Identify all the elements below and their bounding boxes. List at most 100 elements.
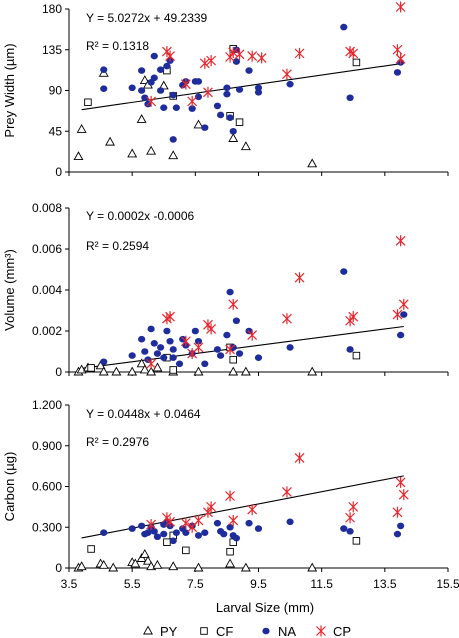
point-cf bbox=[235, 118, 244, 126]
point-cp bbox=[146, 358, 157, 370]
point-na bbox=[138, 522, 146, 530]
y-tick-label: 1.200 bbox=[32, 398, 62, 412]
point-cp bbox=[203, 86, 213, 98]
point-na bbox=[340, 268, 348, 275]
point-na bbox=[254, 354, 263, 361]
chart-panel-3: 0 0.300 0.600 0.900 1.200 3.5 5.5 7.5 9.5 11.5 13.… bbox=[2, 398, 459, 591]
x-tick-label: 3.5 bbox=[61, 577, 78, 591]
point-cp bbox=[180, 78, 191, 90]
legend-marker-cf bbox=[200, 627, 208, 635]
point-py bbox=[225, 558, 236, 568]
point-na bbox=[393, 69, 402, 76]
point-na bbox=[169, 346, 177, 353]
point-cp bbox=[234, 48, 245, 60]
y-axis-label: Prey Width (µm) bbox=[2, 43, 17, 137]
chart-panel-2: 0 0.002 0.004 0.006 0.008 Volume (mm³) Y = 0.0… bbox=[2, 201, 449, 379]
point-cp bbox=[225, 490, 235, 502]
point-na bbox=[169, 354, 177, 361]
legend-label: CP bbox=[333, 624, 351, 638]
y-tick-label: 135 bbox=[42, 43, 62, 57]
r-squared-label: R² = 0.1318 bbox=[86, 39, 149, 53]
y-axis-label: Carbon (µg) bbox=[2, 452, 17, 522]
point-py bbox=[127, 148, 138, 158]
point-na bbox=[191, 327, 199, 335]
point-na bbox=[235, 86, 244, 93]
point-na bbox=[100, 66, 108, 73]
point-cp bbox=[228, 46, 239, 58]
point-cp bbox=[165, 516, 175, 528]
point-cp bbox=[247, 50, 258, 62]
series-cp bbox=[146, 1, 406, 107]
point-cp bbox=[165, 311, 175, 323]
point-cp bbox=[247, 329, 258, 341]
point-na bbox=[160, 530, 168, 538]
point-na bbox=[286, 80, 294, 88]
point-py bbox=[76, 124, 87, 133]
point-cp bbox=[348, 311, 359, 323]
point-na bbox=[169, 136, 177, 143]
point-na bbox=[100, 358, 108, 366]
point-na bbox=[163, 62, 171, 70]
point-na bbox=[397, 522, 405, 530]
point-na bbox=[153, 350, 162, 357]
point-na bbox=[156, 66, 165, 73]
legend-label: NA bbox=[278, 624, 296, 638]
point-na bbox=[194, 78, 203, 85]
series-cp bbox=[146, 452, 409, 533]
point-na bbox=[340, 525, 348, 532]
point-na bbox=[213, 102, 222, 110]
legend-item-cp: CP bbox=[316, 624, 351, 638]
point-cp bbox=[193, 341, 204, 353]
point-cp bbox=[193, 514, 204, 526]
regression-equation: Y = 0.0002x -0.0006 bbox=[86, 209, 195, 223]
x-tick-label: 15.5 bbox=[436, 577, 459, 591]
point-na bbox=[286, 518, 294, 526]
point-cp bbox=[206, 55, 217, 67]
legend-marker-na bbox=[262, 627, 270, 635]
point-py bbox=[193, 562, 204, 572]
y-tick-label: 0 bbox=[55, 165, 62, 179]
point-na bbox=[156, 87, 165, 94]
legend-marker-py bbox=[143, 625, 153, 635]
point-na bbox=[172, 529, 180, 536]
point-cp bbox=[294, 272, 305, 284]
point-na bbox=[166, 337, 174, 345]
series-cf bbox=[87, 531, 361, 556]
point-na bbox=[160, 104, 168, 112]
point-na bbox=[226, 523, 234, 531]
point-py bbox=[76, 561, 87, 571]
point-na bbox=[141, 94, 149, 102]
point-na bbox=[226, 288, 234, 296]
y-tick-label: 0.300 bbox=[32, 520, 62, 534]
point-na bbox=[128, 84, 136, 92]
point-na bbox=[397, 331, 405, 339]
legend-marker-cp bbox=[316, 625, 326, 637]
point-na bbox=[144, 356, 152, 364]
point-cp bbox=[294, 47, 305, 59]
regression-equation: Y = 5.0272x + 49.2339 bbox=[86, 11, 208, 25]
point-cp bbox=[398, 298, 409, 310]
point-na bbox=[169, 91, 177, 99]
point-na bbox=[213, 346, 222, 353]
point-na bbox=[175, 360, 184, 368]
point-cf bbox=[84, 98, 92, 107]
point-cf bbox=[226, 547, 234, 556]
series-na bbox=[100, 518, 405, 545]
series-cp bbox=[146, 235, 409, 370]
series-py bbox=[73, 548, 318, 572]
point-na bbox=[232, 317, 240, 325]
point-na bbox=[245, 519, 253, 527]
point-cp bbox=[146, 519, 157, 531]
point-cp bbox=[392, 44, 403, 56]
chart-panel-1: 0 45 90 135 180 Prey Width (µm) Y = 5.0272x + … bbox=[2, 1, 449, 179]
point-cp bbox=[282, 313, 292, 325]
point-na bbox=[150, 74, 158, 82]
point-py bbox=[136, 114, 147, 123]
point-na bbox=[169, 537, 177, 545]
point-na bbox=[254, 89, 263, 96]
legend-item-py: PY bbox=[143, 624, 178, 638]
point-cp bbox=[395, 476, 406, 488]
point-na bbox=[217, 352, 225, 359]
point-py bbox=[240, 562, 251, 572]
y-tick-label: 90 bbox=[49, 84, 63, 98]
